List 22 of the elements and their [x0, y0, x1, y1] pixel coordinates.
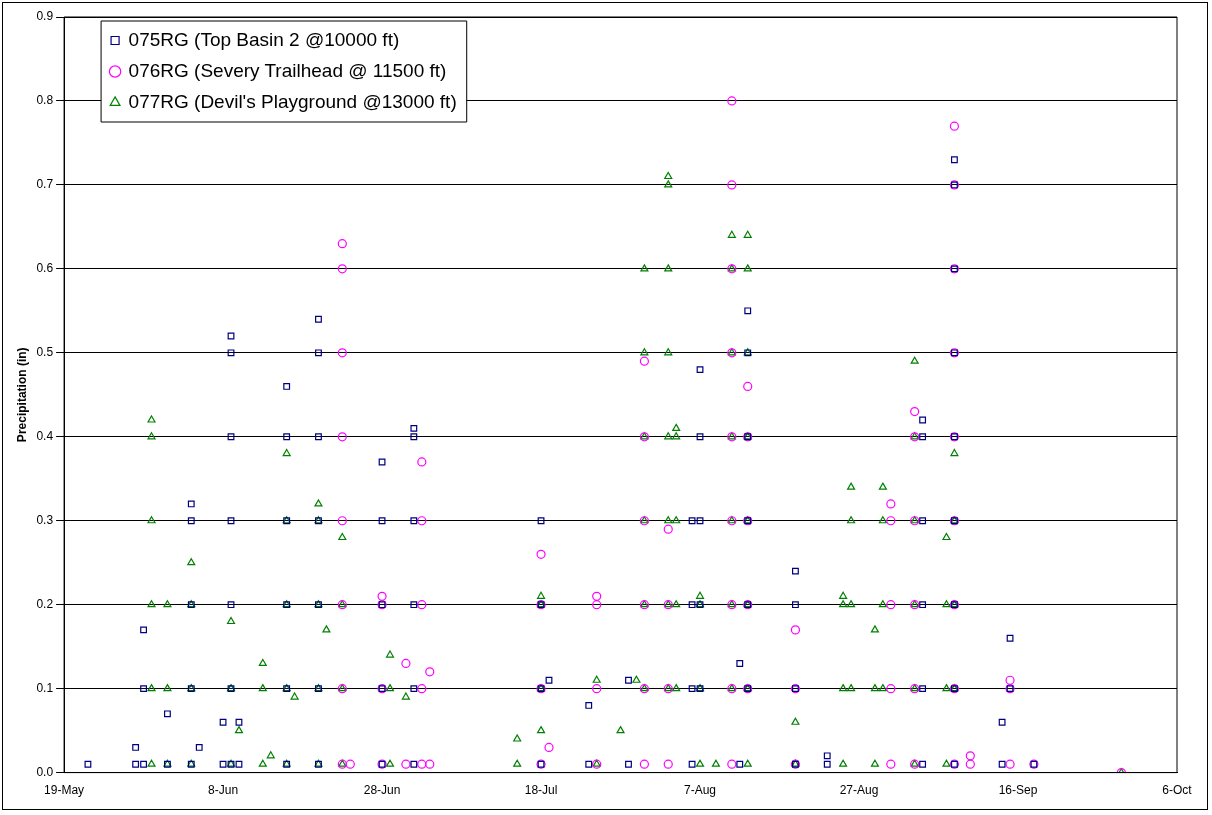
y-tick-label: 0.2 [36, 597, 54, 611]
legend-label: 077RG (Devil's Playground @13000 ft) [128, 90, 457, 112]
y-tick-label: 0.0 [36, 764, 54, 779]
y-axis-title: Precipitation (in) [14, 347, 29, 443]
x-tick-label: 28-Jun [363, 783, 401, 798]
y-tick-label: 0.4 [36, 429, 54, 444]
x-tick-label: 16-Sep [998, 783, 1038, 798]
y-tick-label: 0.7 [36, 177, 54, 192]
x-tick-label: 8-Jun [208, 783, 239, 798]
y-tick-label: 0.3 [36, 513, 54, 528]
y-tick-label: 0.8 [36, 93, 54, 108]
legend-label: 076RG (Severy Trailhead @ 11500 ft) [128, 59, 447, 81]
x-tick-label: 27-Aug [839, 783, 879, 798]
x-tick-label: 7-Aug [684, 783, 717, 798]
y-tick-label: 0.6 [36, 261, 54, 276]
legend-label: 075RG (Top Basin 2 @10000 ft) [128, 28, 400, 50]
y-tick-label: 0.9 [36, 9, 54, 24]
x-tick-label: 19-May [44, 783, 85, 798]
x-tick-label: 18-Jul [524, 783, 558, 798]
y-tick-label: 0.5 [36, 345, 54, 360]
y-tick-label: 0.1 [36, 680, 54, 695]
x-tick-label: 6-Oct [1162, 783, 1193, 798]
